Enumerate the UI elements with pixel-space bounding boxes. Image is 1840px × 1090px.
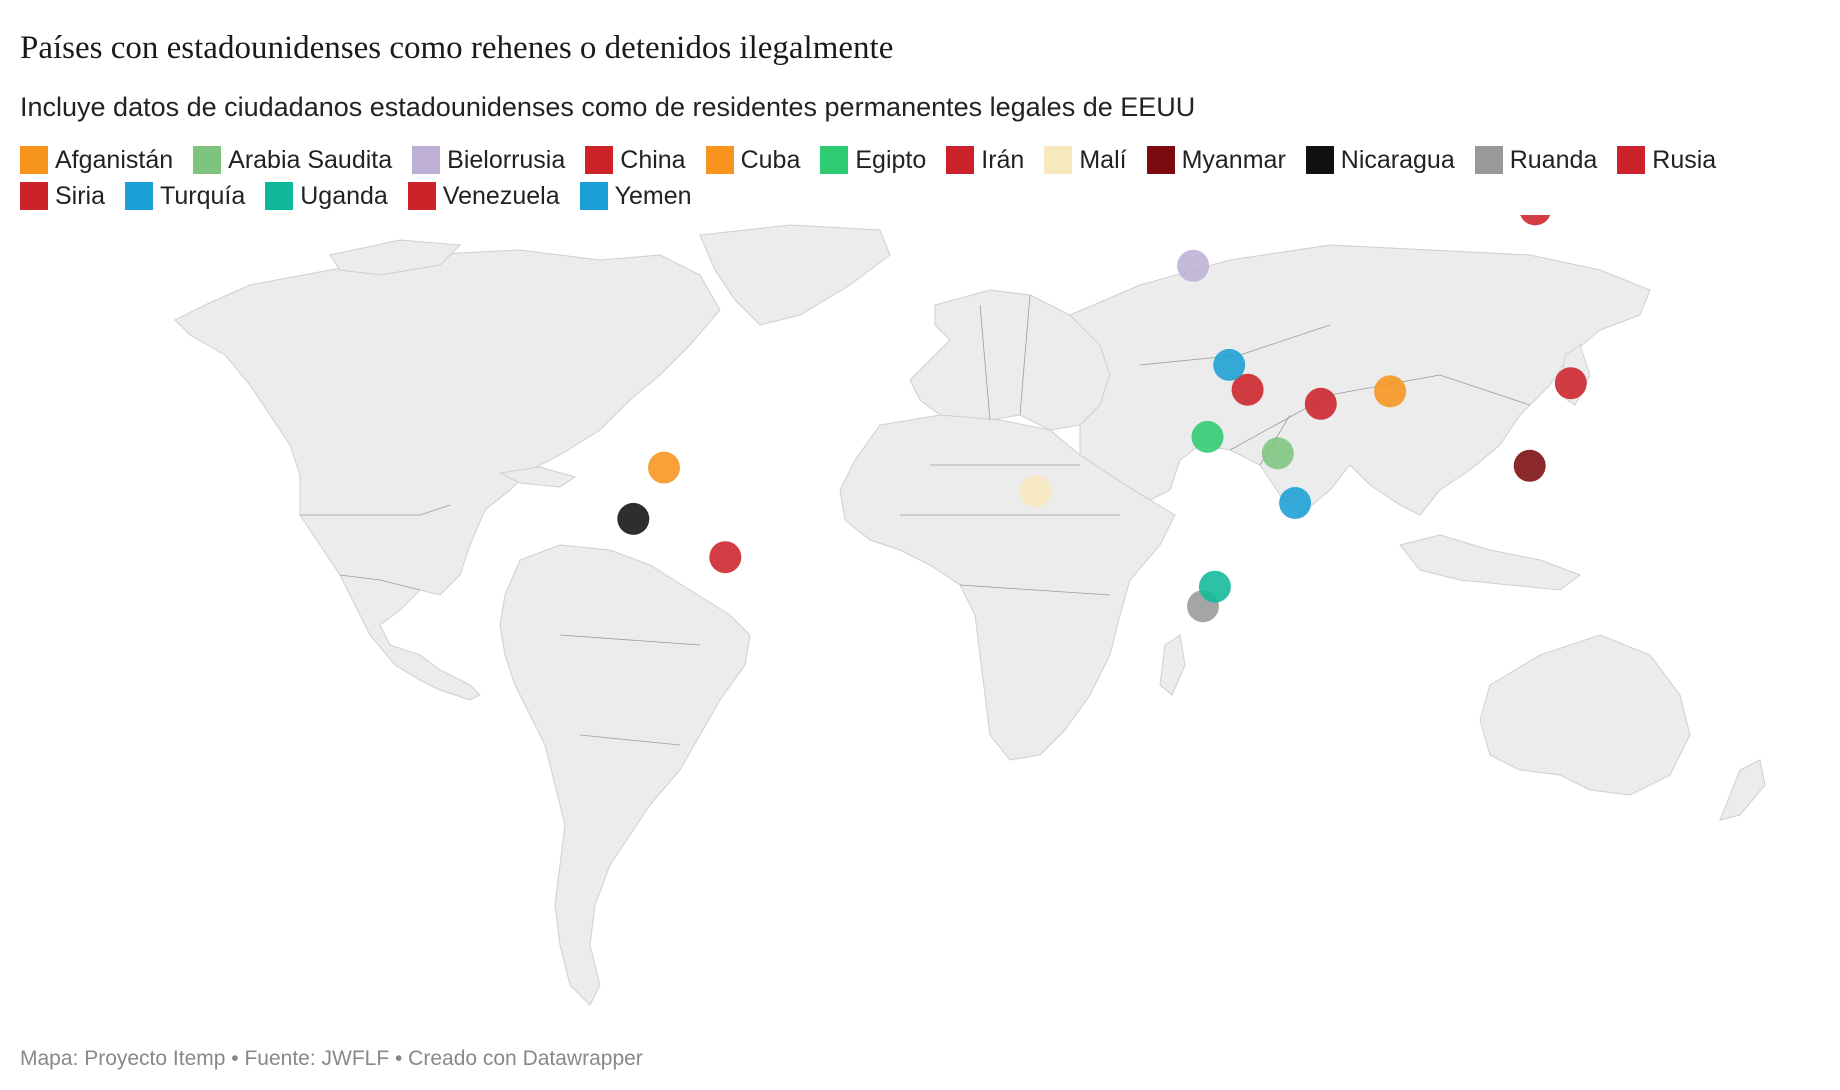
legend-swatch bbox=[579, 182, 608, 210]
land-north-america bbox=[174, 249, 721, 701]
land-layer bbox=[174, 224, 1766, 1006]
marker-afganistan[interactable]: Afganistán bbox=[1374, 375, 1407, 408]
legend-swatch bbox=[1044, 146, 1073, 174]
legend-item: Cuba bbox=[705, 145, 801, 174]
legend-item: Rusia bbox=[1617, 146, 1716, 174]
legend-label: Arabia Saudita bbox=[228, 145, 393, 174]
legend-label: Cuba bbox=[740, 145, 801, 174]
legend-item: Afganistán bbox=[20, 146, 173, 174]
marker-egipto[interactable]: Egipto bbox=[1191, 420, 1224, 453]
legend-swatch bbox=[946, 146, 975, 174]
legend-swatch bbox=[585, 146, 614, 174]
legend-label: Bielorrusia bbox=[447, 145, 566, 174]
marker-mali[interactable]: Malí bbox=[1019, 475, 1052, 508]
legend-swatch bbox=[20, 146, 48, 174]
legend-label: Siria bbox=[55, 181, 106, 210]
land-new-zealand bbox=[1719, 759, 1766, 821]
land-greenland bbox=[699, 224, 891, 326]
map-subtitle: Incluye datos de ciudadanos estadouniden… bbox=[20, 92, 1196, 122]
marker-turquia[interactable]: Turquía bbox=[1213, 348, 1246, 381]
legend-swatch bbox=[193, 146, 222, 174]
marker-yemen[interactable]: Yemen bbox=[1279, 487, 1312, 519]
legend-swatch bbox=[820, 146, 849, 174]
legend-item: Ruanda bbox=[1474, 145, 1598, 174]
legend-label: Turquía bbox=[160, 181, 246, 210]
land-south-america bbox=[499, 544, 751, 1006]
land-southeast-asia-islands bbox=[1399, 534, 1582, 591]
legend-item: China bbox=[585, 145, 686, 174]
map-footer: Mapa: Proyecto Itemp • Fuente: JWFLF • C… bbox=[20, 1047, 643, 1070]
legend-label: Nicaragua bbox=[1340, 145, 1455, 174]
marker-arabia-saudita[interactable]: Arabia Saudita bbox=[1261, 437, 1294, 470]
marker-bielorrusia[interactable]: Bielorrusia bbox=[1177, 249, 1210, 282]
legend-label: Irán bbox=[981, 145, 1025, 174]
legend-swatch bbox=[1305, 146, 1334, 174]
marker-uganda[interactable]: Uganda bbox=[1198, 570, 1231, 603]
legend-item: Yemen bbox=[579, 181, 692, 210]
legend-label: Venezuela bbox=[442, 181, 560, 210]
marker-venezuela[interactable]: Venezuela bbox=[709, 541, 742, 574]
marker-myanmar[interactable]: Myanmar bbox=[1513, 449, 1546, 482]
legend-item: Turquía bbox=[125, 182, 245, 210]
legend-swatch bbox=[1617, 146, 1646, 174]
legend-label: Afganistán bbox=[55, 145, 174, 174]
marker-cuba[interactable]: Cuba bbox=[648, 451, 680, 484]
legend-swatch bbox=[705, 146, 734, 174]
legend-label: Yemen bbox=[614, 181, 692, 210]
world-map: Afganistán Arabia Saudita Bielorrusia China… bbox=[174, 215, 1766, 1006]
legend-label: Uganda bbox=[300, 181, 388, 210]
legend-swatch bbox=[407, 182, 436, 210]
legend-item: Venezuela bbox=[407, 181, 560, 210]
legend-item: Uganda bbox=[265, 182, 388, 210]
legend-swatch bbox=[265, 182, 294, 210]
legend-label: Malí bbox=[1079, 145, 1127, 174]
legend-item: Arabia Saudita bbox=[193, 146, 392, 174]
marker-siria[interactable]: Siria bbox=[1231, 373, 1264, 406]
map-title: Países con estadounidenses como rehenes … bbox=[20, 30, 894, 66]
legend-swatch bbox=[20, 182, 48, 210]
legend-label: China bbox=[620, 145, 686, 174]
legend-swatch bbox=[1474, 146, 1503, 174]
marker-nicaragua[interactable]: Nicaragua bbox=[617, 502, 650, 535]
legend: Afganistán Arabia Saudita Bielorrusia China… bbox=[20, 146, 1810, 210]
legend-label: Egipto bbox=[855, 145, 927, 174]
legend-swatch bbox=[412, 146, 441, 174]
legend-item: Irán bbox=[946, 146, 1024, 174]
legend-item: Nicaragua bbox=[1305, 145, 1455, 174]
legend-label: Ruanda bbox=[1509, 145, 1598, 174]
legend-item: Myanmar bbox=[1146, 145, 1286, 174]
legend-item: Egipto bbox=[820, 146, 926, 174]
markers-layer: Afganistán Arabia Saudita Bielorrusia China… bbox=[617, 215, 1587, 623]
marker-iran[interactable]: Irán bbox=[1304, 387, 1337, 420]
legend-label: Myanmar bbox=[1181, 145, 1286, 174]
land-caribbean bbox=[498, 466, 577, 488]
legend-item: Bielorrusia bbox=[412, 146, 565, 174]
legend-swatch bbox=[125, 182, 154, 210]
legend-item: Siria bbox=[20, 182, 105, 210]
legend-item: Malí bbox=[1044, 145, 1127, 174]
legend-label: Rusia bbox=[1652, 145, 1717, 174]
marker-rusia[interactable]: Rusia bbox=[1519, 215, 1551, 226]
land-australia bbox=[1479, 634, 1691, 796]
legend-swatch bbox=[1146, 146, 1175, 174]
marker-china[interactable]: China bbox=[1554, 367, 1587, 400]
land-arctic-islands bbox=[329, 239, 462, 276]
land-madagascar bbox=[1159, 634, 1186, 696]
